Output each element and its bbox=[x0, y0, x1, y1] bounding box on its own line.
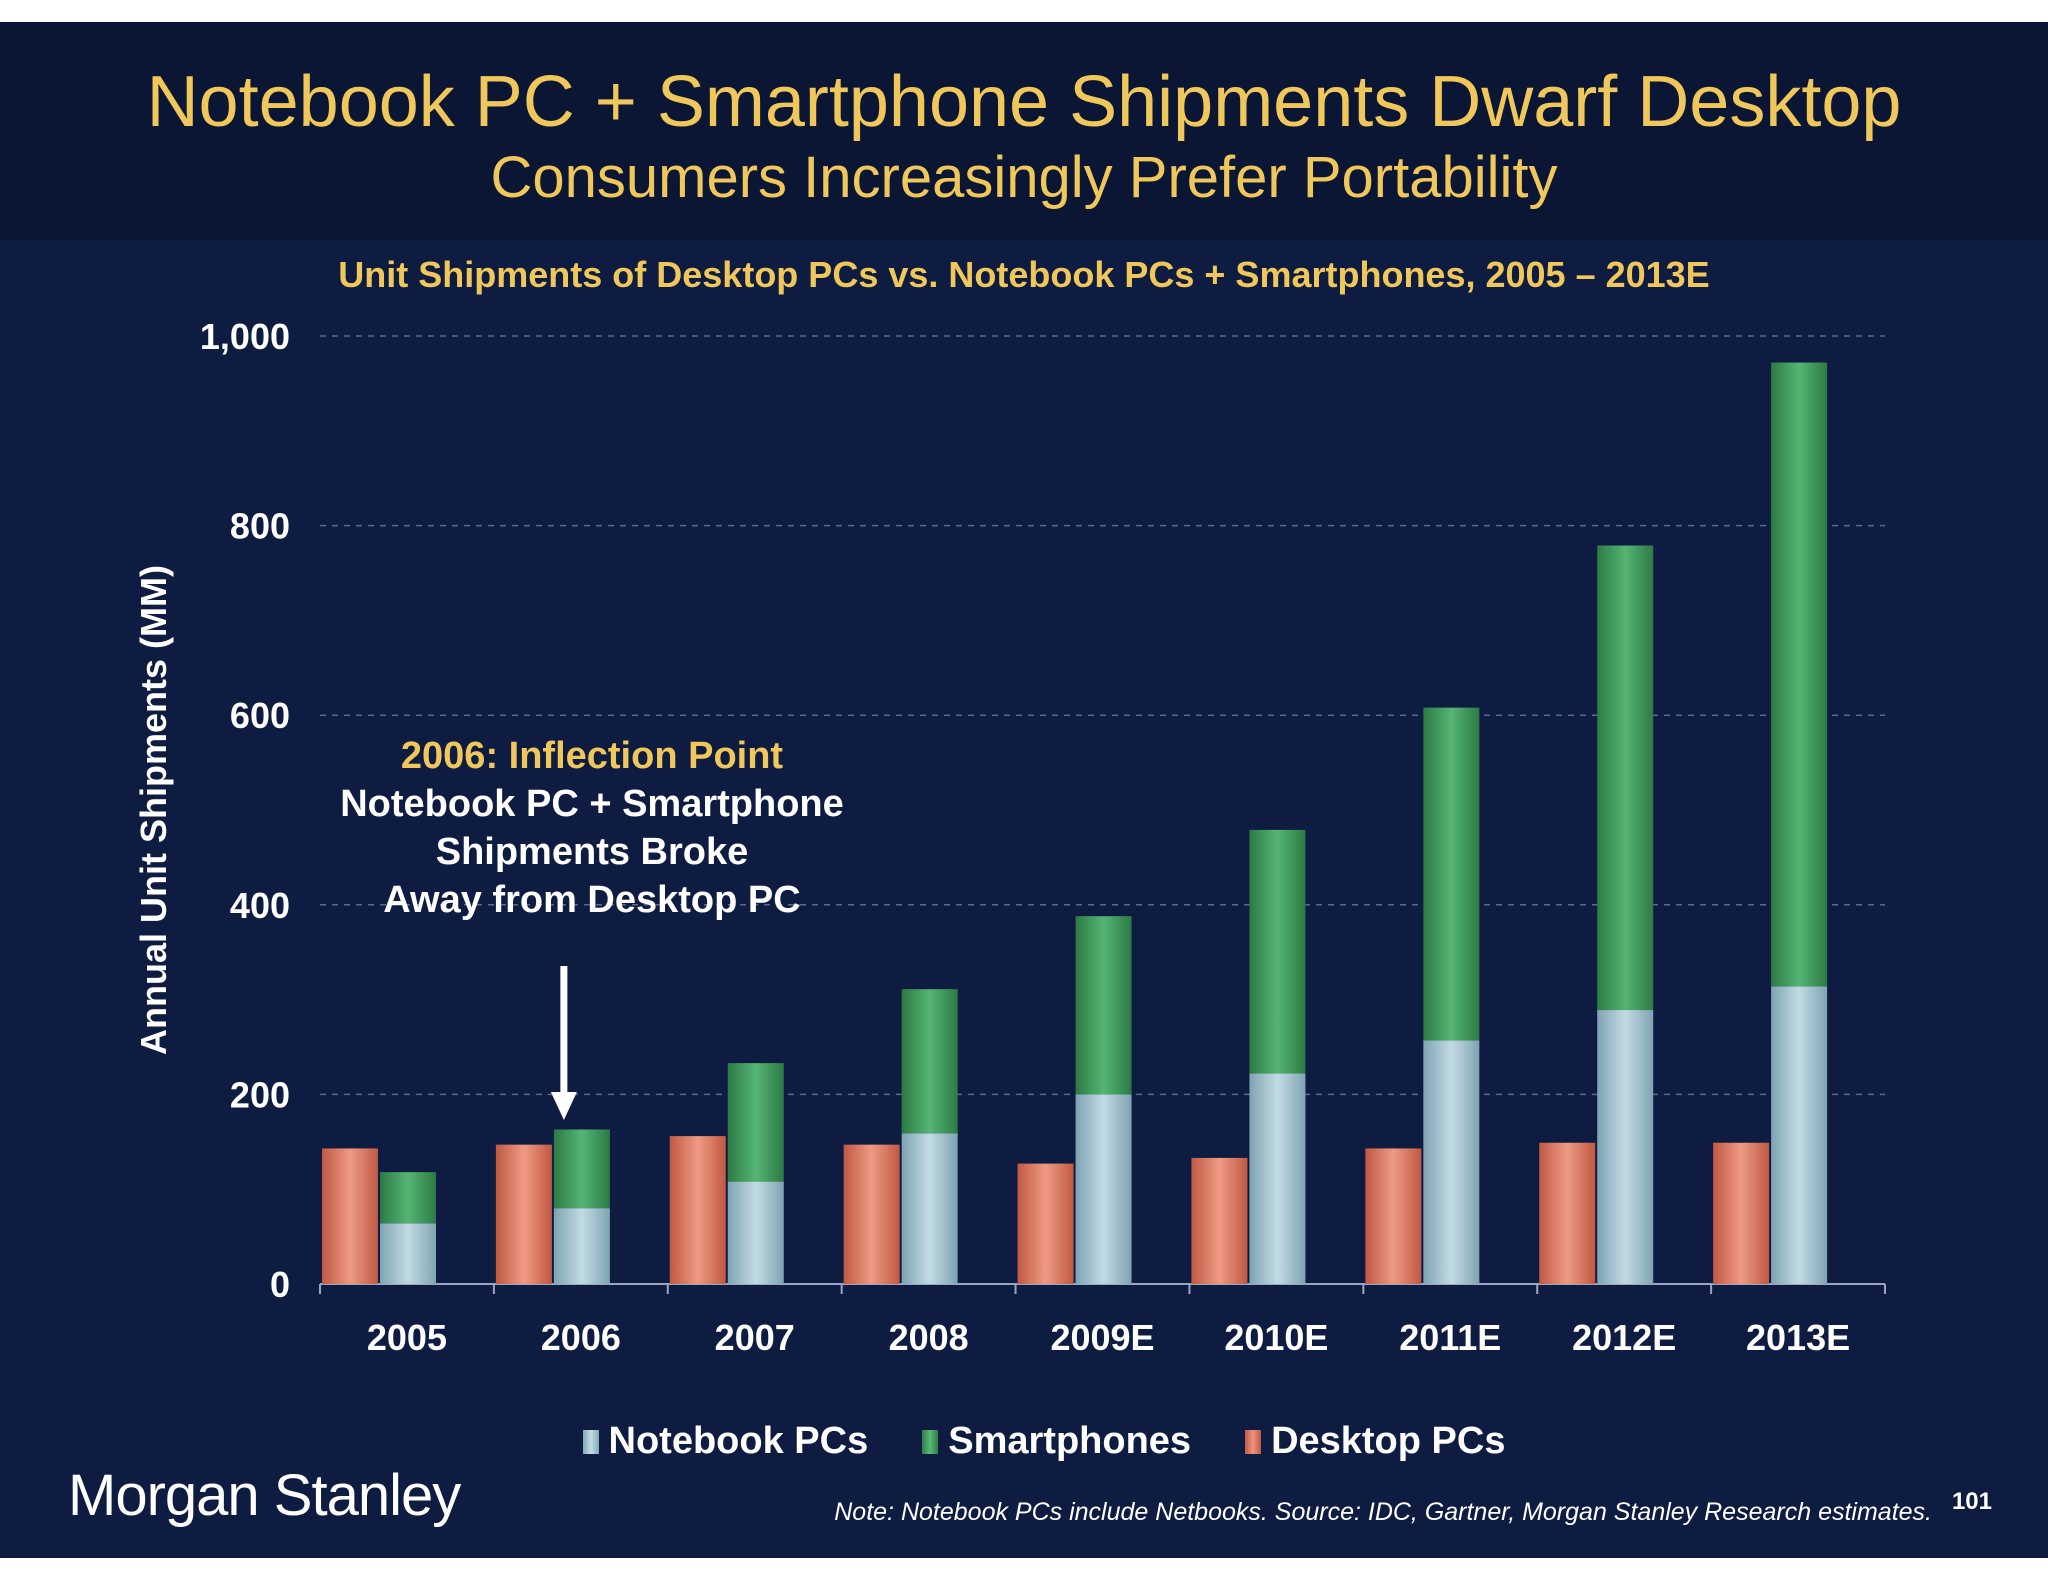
bar-smartphone-2009E bbox=[1075, 916, 1132, 1095]
annotation-line-2: Shipments Broke bbox=[435, 831, 749, 873]
bar-desktop-2008 bbox=[843, 1144, 900, 1284]
bar-notebook-2007 bbox=[727, 1181, 784, 1284]
annotation-heading: 2006: Inflection Point bbox=[400, 735, 784, 777]
x-tick-label: 2009E bbox=[1050, 1317, 1154, 1358]
bar-desktop-2013E bbox=[1713, 1142, 1770, 1284]
legend-item-notebook: Notebook PCs bbox=[582, 1420, 869, 1463]
page-number: 101 bbox=[1951, 1488, 1992, 1515]
y-tick-label: 1,000 bbox=[200, 316, 290, 357]
annotation-line-3: Away from Desktop PC bbox=[383, 879, 801, 921]
legend-item-smartphone: Smartphones bbox=[922, 1420, 1191, 1463]
legend-swatch-notebook bbox=[582, 1429, 599, 1454]
x-tick-label: 2008 bbox=[889, 1317, 969, 1358]
annotation-line-1: Notebook PC + Smartphone bbox=[340, 783, 844, 825]
inflection-annotation: 2006: Inflection Point Notebook PC + Sma… bbox=[282, 732, 902, 924]
y-tick-label: 600 bbox=[230, 695, 290, 736]
source-note: Note: Notebook PCs include Netbooks. Sou… bbox=[834, 1498, 1932, 1526]
legend-label-desktop: Desktop PCs bbox=[1271, 1420, 1506, 1462]
header-band bbox=[0, 22, 2048, 240]
morgan-stanley-logo: Morgan Stanley bbox=[68, 1463, 461, 1528]
slide-subtitle: Consumers Increasingly Prefer Portabilit… bbox=[490, 145, 1558, 210]
y-tick-label: 200 bbox=[230, 1074, 290, 1115]
chart-legend: Notebook PCs Smartphones Desktop PCs bbox=[0, 1420, 2048, 1463]
bar-smartphone-2013E bbox=[1771, 362, 1828, 987]
bar-desktop-2006 bbox=[495, 1144, 552, 1284]
y-axis-title: Annual Unit Shipments (MM) bbox=[133, 565, 174, 1055]
bar-smartphone-2011E bbox=[1423, 707, 1480, 1041]
x-tick-label: 2010E bbox=[1224, 1317, 1328, 1358]
bar-notebook-2008 bbox=[901, 1133, 958, 1284]
y-tick-label: 800 bbox=[230, 506, 290, 547]
bar-smartphone-2007 bbox=[727, 1063, 784, 1182]
legend-swatch-smartphone bbox=[922, 1429, 939, 1454]
bar-desktop-2009E bbox=[1017, 1163, 1074, 1284]
bar-desktop-2005 bbox=[322, 1148, 378, 1284]
down-arrow-icon bbox=[550, 966, 577, 1120]
bar-notebook-2005 bbox=[380, 1223, 436, 1284]
slide-title: Notebook PC + Smartphone Shipments Dwarf… bbox=[146, 62, 1902, 142]
bar-notebook-2012E bbox=[1597, 1010, 1654, 1284]
bar-desktop-2011E bbox=[1365, 1148, 1422, 1284]
bar-desktop-2010E bbox=[1191, 1157, 1248, 1284]
x-tick-label: 2006 bbox=[541, 1317, 621, 1358]
bar-smartphone-2008 bbox=[901, 989, 958, 1134]
bar-desktop-2007 bbox=[669, 1136, 726, 1284]
bar-smartphone-2006 bbox=[553, 1129, 610, 1209]
bar-notebook-2011E bbox=[1423, 1040, 1480, 1284]
x-tick-label: 2012E bbox=[1572, 1317, 1676, 1358]
slide: Notebook PC + Smartphone Shipments Dwarf… bbox=[0, 22, 2048, 1558]
bar-smartphone-2010E bbox=[1249, 829, 1306, 1074]
bar-notebook-2010E bbox=[1249, 1073, 1306, 1284]
bar-smartphone-2012E bbox=[1597, 545, 1654, 1011]
x-tick-label: 2005 bbox=[367, 1317, 447, 1358]
x-tick-label: 2011E bbox=[1399, 1317, 1501, 1358]
y-tick-label: 0 bbox=[270, 1264, 290, 1305]
bar-notebook-2009E bbox=[1075, 1094, 1132, 1284]
bar-notebook-2006 bbox=[553, 1208, 610, 1284]
legend-swatch-desktop bbox=[1245, 1429, 1262, 1454]
legend-label-smartphone: Smartphones bbox=[948, 1420, 1192, 1462]
y-tick-label: 400 bbox=[230, 885, 290, 926]
chart-title: Unit Shipments of Desktop PCs vs. Notebo… bbox=[338, 254, 1710, 295]
x-tick-label: 2007 bbox=[715, 1317, 795, 1358]
chart-plot: 0 200 400 600 800 1,000 Annual Unit Shipments … bbox=[133, 316, 1886, 1358]
bar-smartphone-2005 bbox=[380, 1172, 436, 1224]
legend-item-desktop: Desktop PCs bbox=[1245, 1420, 1505, 1463]
x-tick-label: 2013E bbox=[1746, 1317, 1850, 1358]
legend-label-notebook: Notebook PCs bbox=[608, 1420, 869, 1462]
bar-notebook-2013E bbox=[1771, 986, 1828, 1284]
bar-desktop-2012E bbox=[1539, 1142, 1596, 1284]
